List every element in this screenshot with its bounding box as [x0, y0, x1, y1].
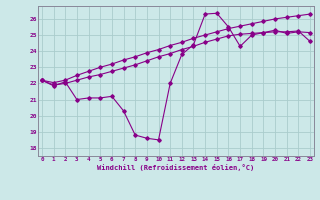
X-axis label: Windchill (Refroidissement éolien,°C): Windchill (Refroidissement éolien,°C) — [97, 164, 255, 171]
